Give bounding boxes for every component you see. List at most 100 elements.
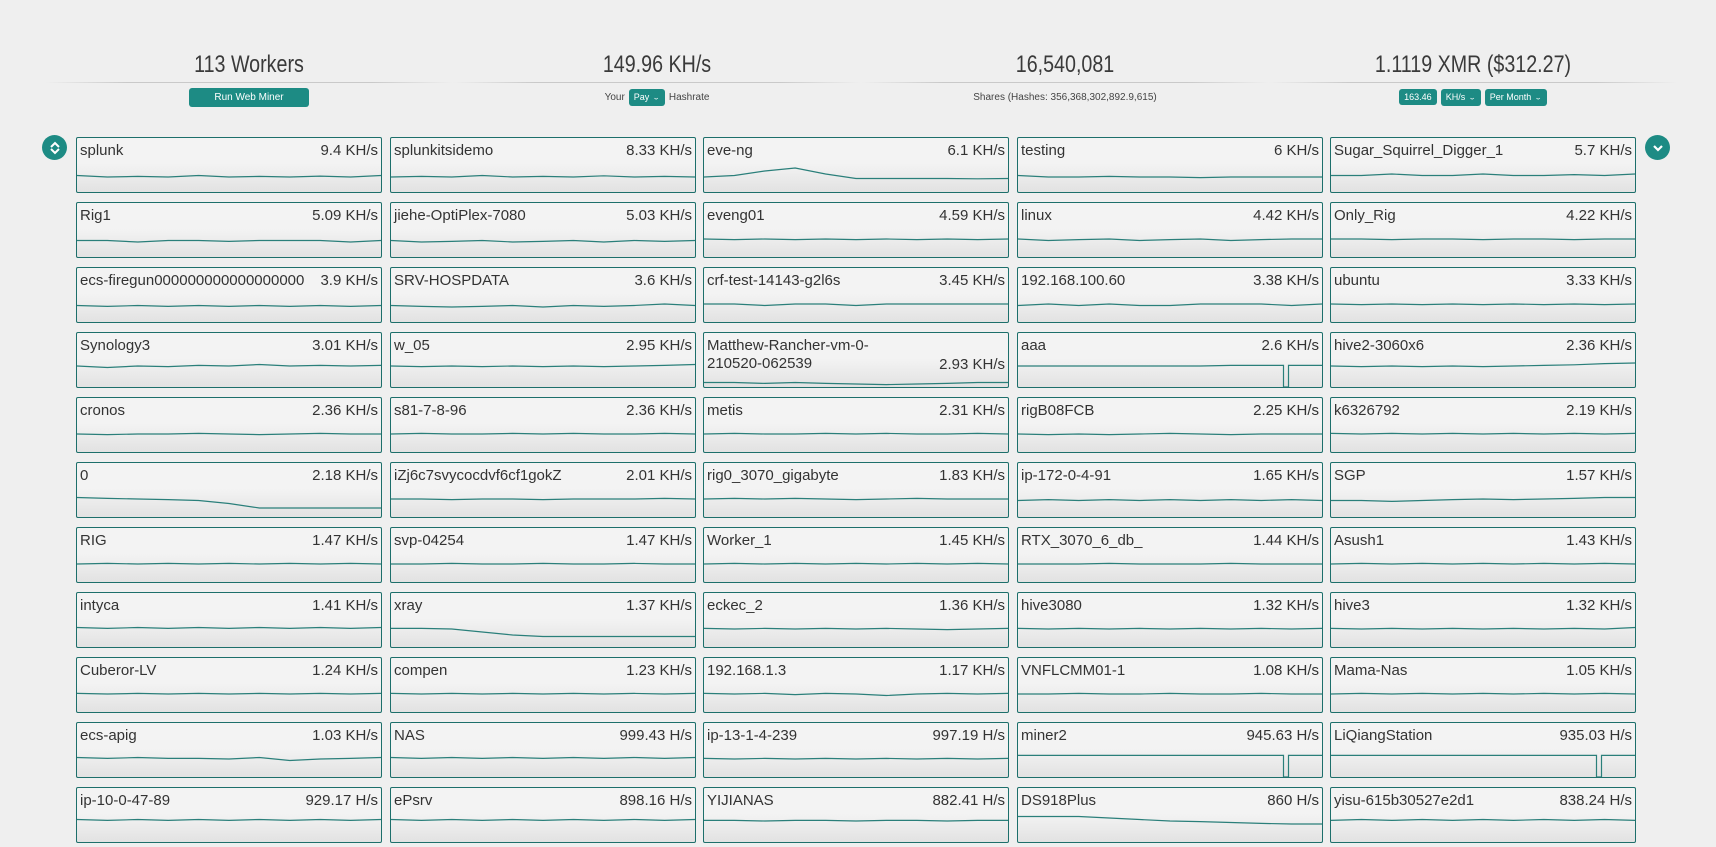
sparkline-path — [77, 239, 381, 243]
worker-card[interactable]: w_05 2.95 KH/s — [390, 332, 696, 388]
hashrate-sparkline — [1331, 562, 1635, 565]
sparkline-path — [704, 167, 1008, 180]
worker-card[interactable]: Mama-Nas 1.05 KH/s — [1330, 657, 1636, 713]
worker-hashrate: 2.93 KH/s — [939, 356, 1005, 373]
worker-card[interactable]: RIG 1.47 KH/s — [76, 527, 382, 583]
worker-card[interactable]: crf-test-14143-g2l6s 3.45 KH/s — [703, 267, 1009, 323]
worker-card[interactable]: ip-172-0-4-91 1.65 KH/s — [1017, 462, 1323, 518]
hashrate-sparkline — [1018, 754, 1322, 777]
worker-card[interactable]: Asush1 1.43 KH/s — [1330, 527, 1636, 583]
worker-card[interactable]: metis 2.31 KH/s — [703, 397, 1009, 453]
worker-card[interactable]: 0 2.18 KH/s — [76, 462, 382, 518]
sparkline-path — [1331, 238, 1635, 241]
period-select[interactable]: Per Month ⌄ — [1484, 88, 1547, 106]
worker-card[interactable]: hive2-3060x6 2.36 KH/s — [1330, 332, 1636, 388]
run-web-miner-button[interactable]: Run Web Miner — [189, 87, 309, 107]
worker-card[interactable]: ecs-apig 1.03 KH/s — [76, 722, 382, 778]
worker-hashrate: 2.95 KH/s — [626, 337, 692, 354]
collapse-expand-button[interactable] — [42, 135, 67, 160]
worker-card[interactable]: miner2 945.63 H/s — [1017, 722, 1323, 778]
worker-hashrate: 2.6 KH/s — [1261, 337, 1319, 354]
pay-select[interactable]: Pay ⌄ — [628, 88, 665, 106]
worker-card[interactable]: ubuntu 3.33 KH/s — [1330, 267, 1636, 323]
worker-hashrate: 1.47 KH/s — [312, 532, 378, 549]
worker-card[interactable]: NAS 999.43 H/s — [390, 722, 696, 778]
worker-card[interactable]: xray 1.37 KH/s — [390, 592, 696, 648]
worker-card[interactable]: ePsrv 898.16 H/s — [390, 787, 696, 843]
worker-name: s81-7-8-96 — [394, 402, 467, 419]
worker-card[interactable]: hive3 1.32 KH/s — [1330, 592, 1636, 648]
worker-card[interactable]: eveng01 4.59 KH/s — [703, 202, 1009, 258]
sparkline-path — [704, 303, 1008, 307]
worker-hashrate: 1.23 KH/s — [626, 662, 692, 679]
worker-card[interactable]: SRV-HOSPDATA 3.6 KH/s — [390, 267, 696, 323]
worker-card[interactable]: ip-10-0-47-89 929.17 H/s — [76, 787, 382, 843]
worker-card[interactable]: Only_Rig 4.22 KH/s — [1330, 202, 1636, 258]
worker-card[interactable]: 192.168.1.3 1.17 KH/s — [703, 657, 1009, 713]
worker-hashrate: 6 KH/s — [1273, 142, 1319, 159]
sparkline-path — [1018, 562, 1322, 565]
worker-hashrate: 2.36 KH/s — [312, 402, 378, 419]
worker-card[interactable]: cronos 2.36 KH/s — [76, 397, 382, 453]
worker-hashrate: 2.36 KH/s — [626, 402, 692, 419]
worker-card[interactable]: 192.168.100.60 3.38 KH/s — [1017, 267, 1323, 323]
worker-card[interactable]: eve-ng 6.1 KH/s — [703, 137, 1009, 193]
worker-card[interactable]: jiehe-OptiPlex-7080 5.03 KH/s — [390, 202, 696, 258]
worker-name: SRV-HOSPDATA — [394, 272, 510, 289]
worker-card[interactable]: yisu-615b30527e2d1 838.24 H/s — [1330, 787, 1636, 843]
hashrate-sparkline — [391, 497, 695, 501]
worker-card[interactable]: compen 1.23 KH/s — [390, 657, 696, 713]
worker-card[interactable]: Sugar_Squirrel_Digger_1 5.7 KH/s — [1330, 137, 1636, 193]
worker-card[interactable]: RTX_3070_6_db_ 1.44 KH/s — [1017, 527, 1323, 583]
worker-card[interactable]: Synology3 3.01 KH/s — [76, 332, 382, 388]
calc-hashrate-input[interactable]: 163.46 — [1399, 89, 1437, 105]
hashrate-sparkline — [77, 692, 381, 695]
worker-card[interactable]: YIJIANAS 882.41 H/s — [703, 787, 1009, 843]
worker-card[interactable]: Matthew-Rancher-vm-0-210520-062539 2.93 K… — [703, 332, 1009, 388]
sparkline-path — [1331, 818, 1635, 822]
worker-card[interactable]: SGP 1.57 KH/s — [1330, 462, 1636, 518]
hashrate-label: Hashrate — [668, 91, 710, 103]
worker-card[interactable]: hive3080 1.32 KH/s — [1017, 592, 1323, 648]
hashrate-sparkline — [1331, 303, 1635, 306]
worker-card[interactable]: VNFLCMM01-1 1.08 KH/s — [1017, 657, 1323, 713]
worker-hashrate: 2.25 KH/s — [1253, 402, 1319, 419]
worker-card[interactable]: splunkitsidemo 8.33 KH/s — [390, 137, 696, 193]
sparkline-path — [1331, 496, 1635, 503]
pay-select-value: Pay — [633, 92, 650, 102]
worker-hashrate: 1.24 KH/s — [312, 662, 378, 679]
worker-card[interactable]: intyca 1.41 KH/s — [76, 592, 382, 648]
worker-card[interactable]: splunk 9.4 KH/s — [76, 137, 382, 193]
unit-select[interactable]: KH/s ⌄ — [1440, 88, 1481, 106]
worker-card[interactable]: rig0_3070_gigabyte 1.83 KH/s — [703, 462, 1009, 518]
worker-card[interactable]: s81-7-8-96 2.36 KH/s — [390, 397, 696, 453]
worker-name: Synology3 — [80, 337, 151, 354]
worker-card[interactable]: iZj6c7svycocdvf6cf1gokZ 2.01 KH/s — [390, 462, 696, 518]
worker-name: xray — [394, 597, 423, 614]
worker-card[interactable]: eckec_2 1.36 KH/s — [703, 592, 1009, 648]
sparkline-path — [391, 497, 695, 501]
shares-subtitle: Shares (Hashes: 356,368,302,892.9,615) — [973, 91, 1157, 103]
sparkline-path — [77, 304, 381, 308]
worker-card[interactable]: svp-04254 1.47 KH/s — [390, 527, 696, 583]
worker-card[interactable]: LiQiangStation 935.03 H/s — [1330, 722, 1636, 778]
worker-card[interactable]: ecs-firegun000000000000000000 3.9 KH/s — [76, 267, 382, 323]
hashrate-sparkline — [1018, 562, 1322, 565]
worker-card[interactable]: ip-13-1-4-239 997.19 H/s — [703, 722, 1009, 778]
hashrate-sparkline — [391, 303, 695, 308]
worker-card[interactable]: DS918Plus 860 H/s — [1017, 787, 1323, 843]
sparkline-path — [391, 627, 695, 638]
worker-card[interactable]: k6326792 2.19 KH/s — [1330, 397, 1636, 453]
worker-card[interactable]: Cuberor-LV 1.24 KH/s — [76, 657, 382, 713]
worker-card[interactable]: rigB08FCB 2.25 KH/s — [1017, 397, 1323, 453]
worker-hashrate: 1.41 KH/s — [312, 597, 378, 614]
worker-card[interactable]: testing 6 KH/s — [1017, 137, 1323, 193]
worker-card[interactable]: Worker_1 1.45 KH/s — [703, 527, 1009, 583]
sparkline-path — [77, 432, 381, 436]
sparkline-path — [391, 174, 695, 178]
worker-card[interactable]: Rig1 5.09 KH/s — [76, 202, 382, 258]
worker-name: DS918Plus — [1021, 792, 1097, 809]
worker-card[interactable]: linux 4.42 KH/s — [1017, 202, 1323, 258]
worker-card[interactable]: aaa 2.6 KH/s — [1017, 332, 1323, 388]
scroll-down-button[interactable] — [1645, 135, 1670, 160]
